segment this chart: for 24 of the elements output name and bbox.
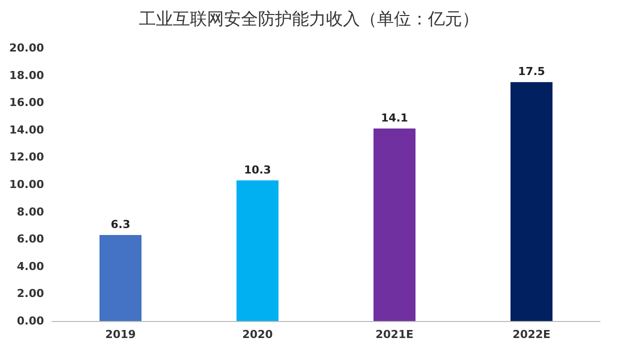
x-tick-label: 2020 bbox=[242, 328, 274, 341]
y-tick-label: 10.00 bbox=[9, 178, 44, 191]
y-tick-label: 12.00 bbox=[9, 150, 44, 164]
data-label: 6.3 bbox=[110, 218, 130, 232]
bar bbox=[510, 82, 552, 321]
bar bbox=[236, 180, 278, 321]
x-tick-label: 2021E bbox=[375, 328, 414, 341]
data-label: 17.5 bbox=[518, 65, 546, 78]
y-tick-label: 16.00 bbox=[9, 96, 44, 110]
y-tick-label: 8.00 bbox=[16, 205, 44, 218]
y-tick-label: 2.00 bbox=[16, 287, 44, 300]
x-tick-label: 2019 bbox=[105, 328, 136, 341]
y-tick-label: 4.00 bbox=[16, 260, 44, 273]
y-tick-label: 20.00 bbox=[9, 42, 44, 54]
y-tick-label: 14.00 bbox=[9, 123, 44, 136]
chart-title: 工业互联网安全防护能力收入（单位：亿元） bbox=[139, 10, 479, 30]
bar bbox=[100, 235, 142, 321]
y-tick-label: 0.00 bbox=[16, 314, 44, 328]
y-tick-label: 6.00 bbox=[16, 232, 44, 246]
data-label: 10.3 bbox=[244, 163, 272, 176]
bar bbox=[374, 128, 416, 321]
y-tick-label: 18.00 bbox=[9, 68, 44, 82]
x-tick-label: 2022E bbox=[512, 328, 551, 341]
data-label: 14.1 bbox=[380, 112, 408, 125]
